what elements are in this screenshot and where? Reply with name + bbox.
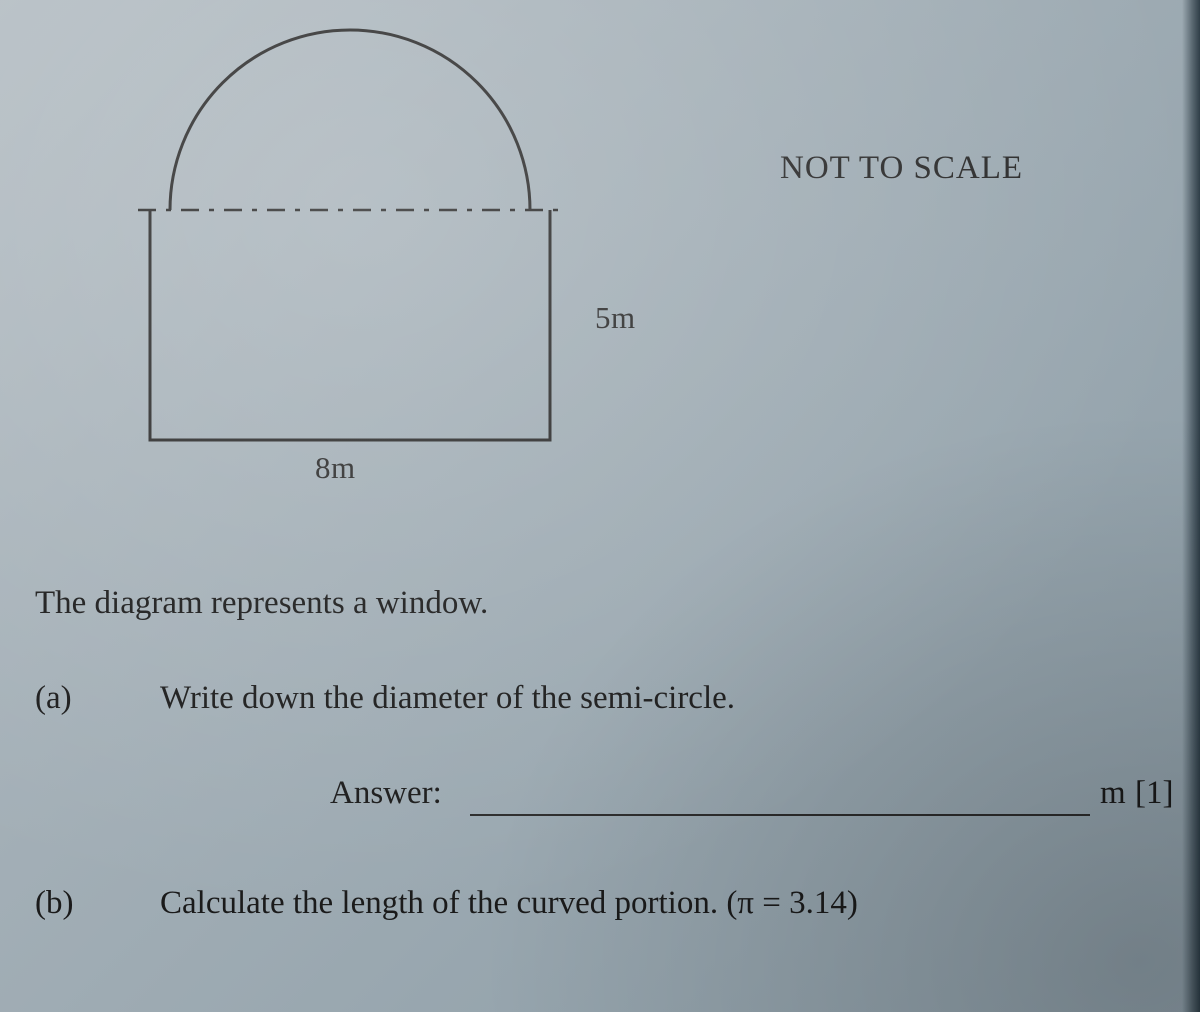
part-b-text: Calculate the length of the curved porti… [160, 885, 858, 922]
rectangle-outline [150, 210, 550, 440]
answer-unit: m [1100, 775, 1126, 812]
worksheet-page: NOT TO SCALE 5m 8m The diagram represent… [0, 0, 1200, 1012]
part-a-marks: [1] [1135, 775, 1173, 812]
answer-label: Answer: [330, 775, 442, 812]
part-a-text: Write down the diameter of the semi-circ… [160, 680, 735, 717]
width-label: 8m [315, 450, 356, 486]
not-to-scale-label: NOT TO SCALE [780, 150, 1023, 187]
part-a-label: (a) [35, 680, 72, 717]
intro-text: The diagram represents a window. [35, 585, 488, 622]
height-label: 5m [595, 300, 636, 336]
answer-blank-line[interactable] [470, 814, 1090, 816]
semicircle-arc [170, 30, 530, 210]
part-b-label: (b) [35, 885, 73, 922]
window-diagram [120, 20, 580, 470]
